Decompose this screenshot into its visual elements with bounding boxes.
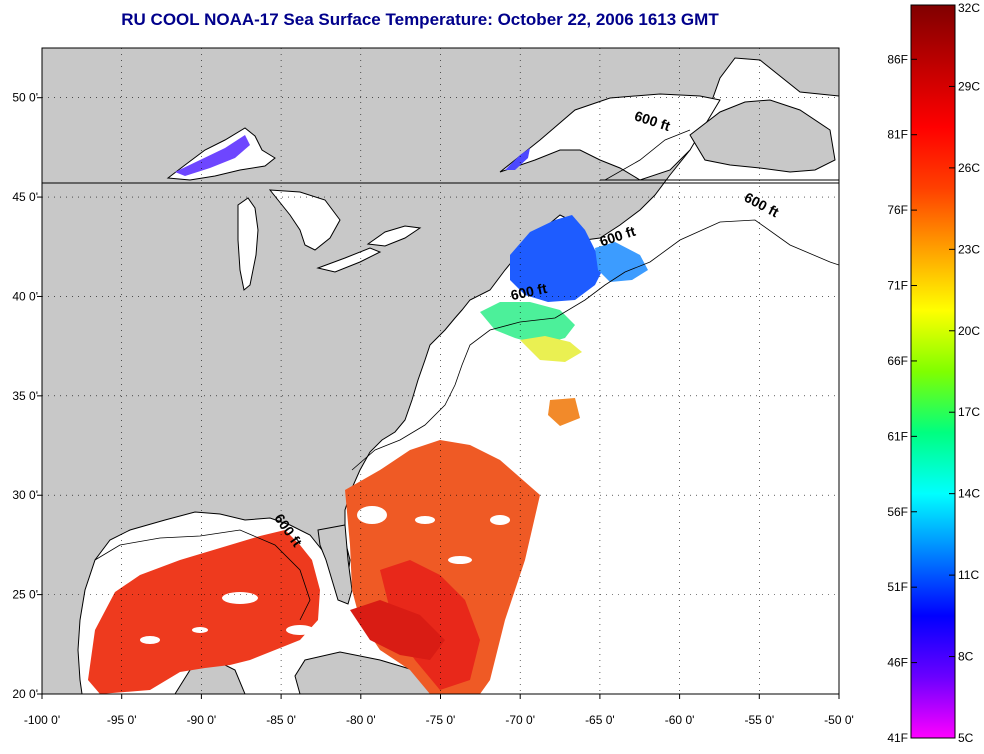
colorbar-f-label: 66F (887, 354, 908, 368)
colorbar-f-label: 71F (887, 279, 908, 293)
sst-warm-patch (548, 398, 580, 426)
lat-tick-label: 35 0' (12, 389, 38, 403)
sst-shelf-yellow (520, 336, 582, 362)
lon-tick-label: -75 0' (426, 713, 456, 727)
longitude-ticks: -100 0' -95 0' -90 0' -85 0' -80 0' -75 0' -70… (24, 694, 854, 727)
lon-tick-label: -80 0' (346, 713, 376, 727)
colorbar-f-label: 41F (887, 731, 908, 745)
lat-tick-label: 50 0' (12, 91, 38, 105)
colorbar-c-label: 8C (958, 650, 974, 664)
lon-tick-label: -55 0' (744, 713, 774, 727)
sst-st-lawrence (505, 148, 530, 170)
colorbar-c-label: 26C (958, 161, 980, 175)
isobath-600ft (94, 129, 839, 621)
sst-gulf (88, 530, 320, 694)
lake-ontario (366, 225, 422, 247)
map-title: RU COOL NOAA-17 Sea Surface Temperature:… (121, 10, 719, 29)
florida (317, 524, 353, 605)
lat-tick-label: 30 0' (12, 488, 38, 502)
lon-tick-label: -85 0' (266, 713, 296, 727)
colorbar-c-label: 20C (958, 324, 980, 338)
colorbar-c-label: 11C (958, 568, 979, 582)
lon-tick-label: -70 0' (505, 713, 535, 727)
lat-tick-label: 40 0' (12, 289, 38, 303)
colorbar-f-label: 81F (887, 128, 908, 142)
map-layers (42, 48, 839, 694)
colorbar-f-label: 56F (887, 505, 908, 519)
lon-tick-label: -90 0' (187, 713, 217, 727)
lat-tick-label: 20 0' (12, 687, 38, 701)
latitude-ticks: 20 0' 25 0' 30 0' 35 0' 40 0' 45 0' 50 0' (12, 91, 42, 701)
lake-erie (316, 247, 382, 273)
sst-shelf-green (480, 302, 575, 345)
lon-tick-label: -60 0' (665, 713, 695, 727)
colorbar-f-label: 51F (887, 580, 908, 594)
colorbar-c-label: 17C (958, 405, 980, 419)
colorbar-ticks: 5C 8C 11C 14C 17C 20C 23C 26C 29C 32C 41F 46F 51F 56F… (887, 1, 980, 745)
lon-tick-label: -50 0' (824, 713, 854, 727)
sst-florida-strait (350, 600, 445, 660)
lake-michigan (237, 197, 259, 291)
colorbar-c-label: 29C (958, 79, 980, 93)
sst-scotian-shelf (595, 242, 648, 282)
colorbar-f-label: 46F (887, 656, 908, 670)
lon-tick-label: -95 0' (107, 713, 137, 727)
colorbar-c-label: 14C (958, 487, 980, 501)
colorbar-c-label: 5C (958, 731, 974, 745)
cloud-patches (140, 506, 510, 644)
gulf-st-lawrence (499, 93, 721, 181)
colorbar-c-label: 32C (958, 1, 980, 15)
lat-tick-label: 25 0' (12, 588, 38, 602)
lake-huron (268, 189, 341, 251)
colorbar-c-label: 23C (958, 242, 980, 256)
sst-gulf-of-maine (510, 215, 605, 302)
colorbar-f-label: 61F (887, 429, 908, 443)
lon-tick-label: -65 0' (585, 713, 615, 727)
newfoundland (689, 99, 836, 173)
colorbar-f-label: 86F (887, 52, 908, 66)
graticule (42, 48, 839, 694)
contour-label: 600 ft (509, 280, 548, 303)
lon-tick-label: -100 0' (24, 713, 60, 727)
lat-tick-label: 45 0' (12, 190, 38, 204)
sst-lake-superior (175, 135, 250, 176)
colorbar (910, 4, 956, 739)
colorbar-f-label: 76F (887, 203, 908, 217)
